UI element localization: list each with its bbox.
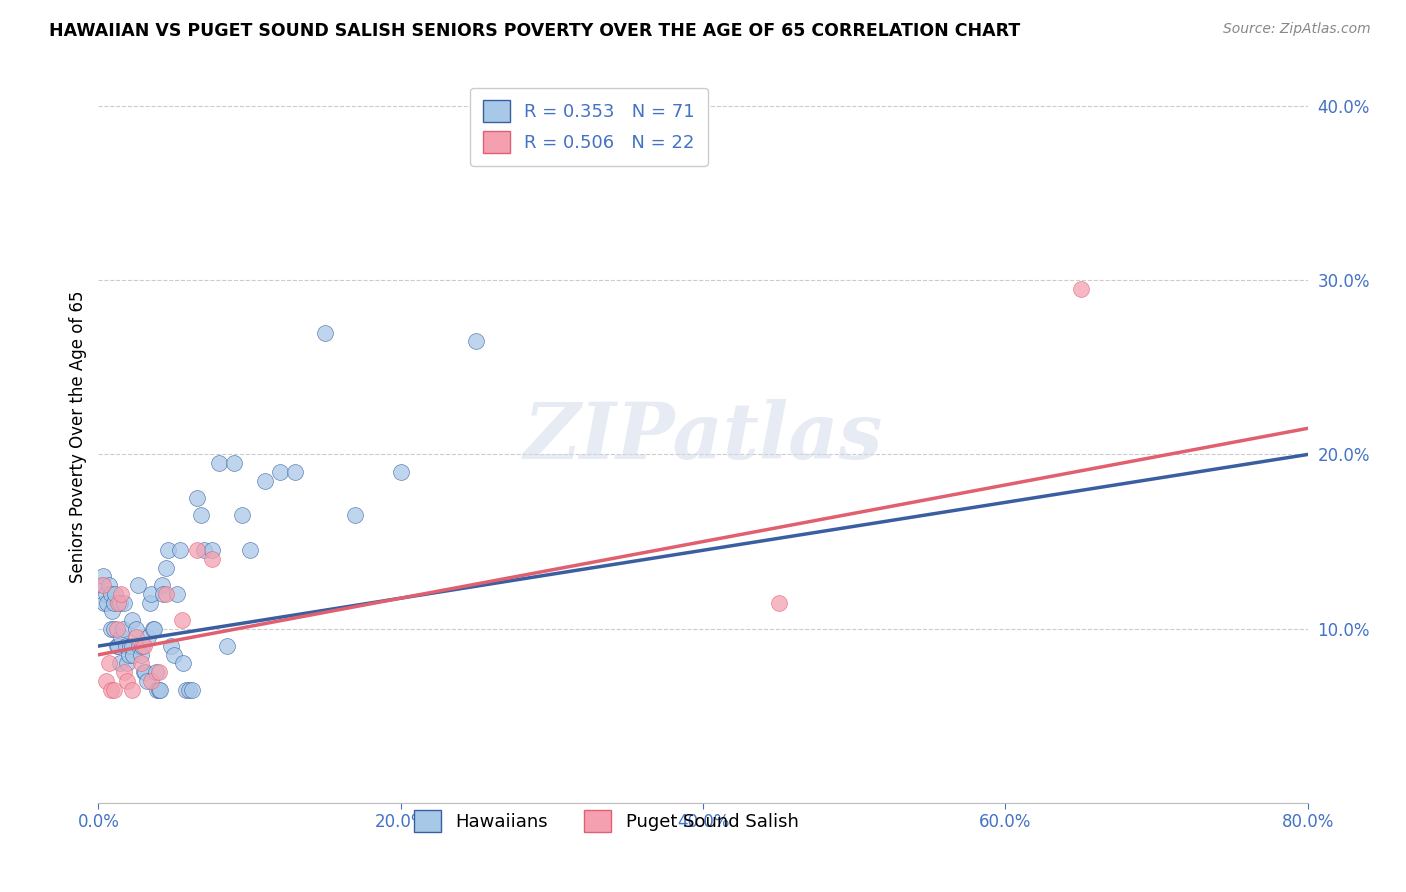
Point bbox=[100, 587, 122, 601]
Point bbox=[160, 639, 183, 653]
Point bbox=[105, 639, 128, 653]
Point bbox=[98, 657, 121, 671]
Point bbox=[179, 682, 201, 697]
Point bbox=[121, 682, 143, 697]
Point bbox=[148, 682, 170, 697]
Point bbox=[90, 578, 112, 592]
Point bbox=[115, 657, 138, 671]
Point bbox=[181, 682, 204, 697]
Point bbox=[143, 622, 166, 636]
Point bbox=[201, 552, 224, 566]
Point bbox=[156, 543, 179, 558]
Point bbox=[107, 639, 129, 653]
Point bbox=[118, 648, 141, 662]
Point bbox=[107, 595, 129, 609]
Point bbox=[94, 587, 117, 601]
Point bbox=[103, 595, 125, 609]
Point bbox=[208, 456, 231, 470]
Point bbox=[105, 622, 128, 636]
Point bbox=[163, 648, 186, 662]
Point bbox=[115, 673, 138, 688]
Point bbox=[193, 543, 215, 558]
Point bbox=[112, 665, 135, 680]
Point bbox=[231, 508, 253, 523]
Legend: Hawaiians, Puget Sound Salish: Hawaiians, Puget Sound Salish bbox=[405, 801, 807, 841]
Point bbox=[94, 673, 117, 688]
Point bbox=[139, 595, 162, 609]
Point bbox=[125, 631, 148, 645]
Point bbox=[186, 543, 208, 558]
Point bbox=[1070, 282, 1092, 296]
Point bbox=[108, 595, 131, 609]
Point bbox=[129, 648, 152, 662]
Point bbox=[172, 657, 194, 671]
Point bbox=[104, 587, 127, 601]
Point bbox=[146, 682, 169, 697]
Point bbox=[93, 595, 115, 609]
Point bbox=[344, 508, 367, 523]
Point bbox=[142, 622, 165, 636]
Text: HAWAIIAN VS PUGET SOUND SALISH SENIORS POVERTY OVER THE AGE OF 65 CORRELATION CH: HAWAIIAN VS PUGET SOUND SALISH SENIORS P… bbox=[49, 22, 1021, 40]
Point bbox=[125, 622, 148, 636]
Text: Source: ZipAtlas.com: Source: ZipAtlas.com bbox=[1223, 22, 1371, 37]
Point bbox=[114, 639, 136, 653]
Point bbox=[110, 587, 132, 601]
Point bbox=[141, 587, 163, 601]
Point bbox=[108, 657, 131, 671]
Point bbox=[149, 682, 172, 697]
Point bbox=[150, 578, 173, 592]
Point bbox=[148, 665, 170, 680]
Point bbox=[112, 595, 135, 609]
Point bbox=[141, 673, 163, 688]
Point bbox=[110, 631, 132, 645]
Point bbox=[284, 465, 307, 479]
Point bbox=[224, 456, 246, 470]
Point bbox=[98, 578, 121, 592]
Point bbox=[174, 682, 197, 697]
Point bbox=[128, 639, 150, 653]
Point bbox=[100, 622, 122, 636]
Point bbox=[253, 474, 276, 488]
Point bbox=[132, 665, 155, 680]
Point bbox=[91, 578, 114, 592]
Point bbox=[131, 639, 153, 653]
Point bbox=[186, 491, 208, 505]
Text: ZIPatlas: ZIPatlas bbox=[523, 399, 883, 475]
Point bbox=[215, 639, 238, 653]
Point bbox=[100, 682, 122, 697]
Point bbox=[120, 639, 142, 653]
Point bbox=[465, 334, 488, 349]
Point bbox=[170, 613, 193, 627]
Point bbox=[169, 543, 191, 558]
Point bbox=[111, 622, 134, 636]
Point bbox=[239, 543, 262, 558]
Point bbox=[103, 682, 125, 697]
Point bbox=[768, 595, 790, 609]
Point bbox=[155, 560, 177, 574]
Point bbox=[166, 587, 188, 601]
Point bbox=[155, 587, 177, 601]
Y-axis label: Seniors Poverty Over the Age of 65: Seniors Poverty Over the Age of 65 bbox=[69, 291, 87, 583]
Point bbox=[201, 543, 224, 558]
Point bbox=[121, 613, 143, 627]
Point bbox=[103, 622, 125, 636]
Point bbox=[127, 578, 149, 592]
Point bbox=[134, 665, 156, 680]
Point bbox=[121, 639, 143, 653]
Point bbox=[135, 673, 157, 688]
Point bbox=[136, 631, 159, 645]
Point bbox=[314, 326, 336, 340]
Point bbox=[101, 604, 124, 618]
Point bbox=[389, 465, 412, 479]
Point bbox=[190, 508, 212, 523]
Point bbox=[129, 657, 152, 671]
Point bbox=[152, 587, 174, 601]
Point bbox=[132, 639, 155, 653]
Point bbox=[91, 569, 114, 583]
Point bbox=[145, 665, 167, 680]
Point bbox=[96, 595, 118, 609]
Point bbox=[269, 465, 291, 479]
Point bbox=[122, 648, 145, 662]
